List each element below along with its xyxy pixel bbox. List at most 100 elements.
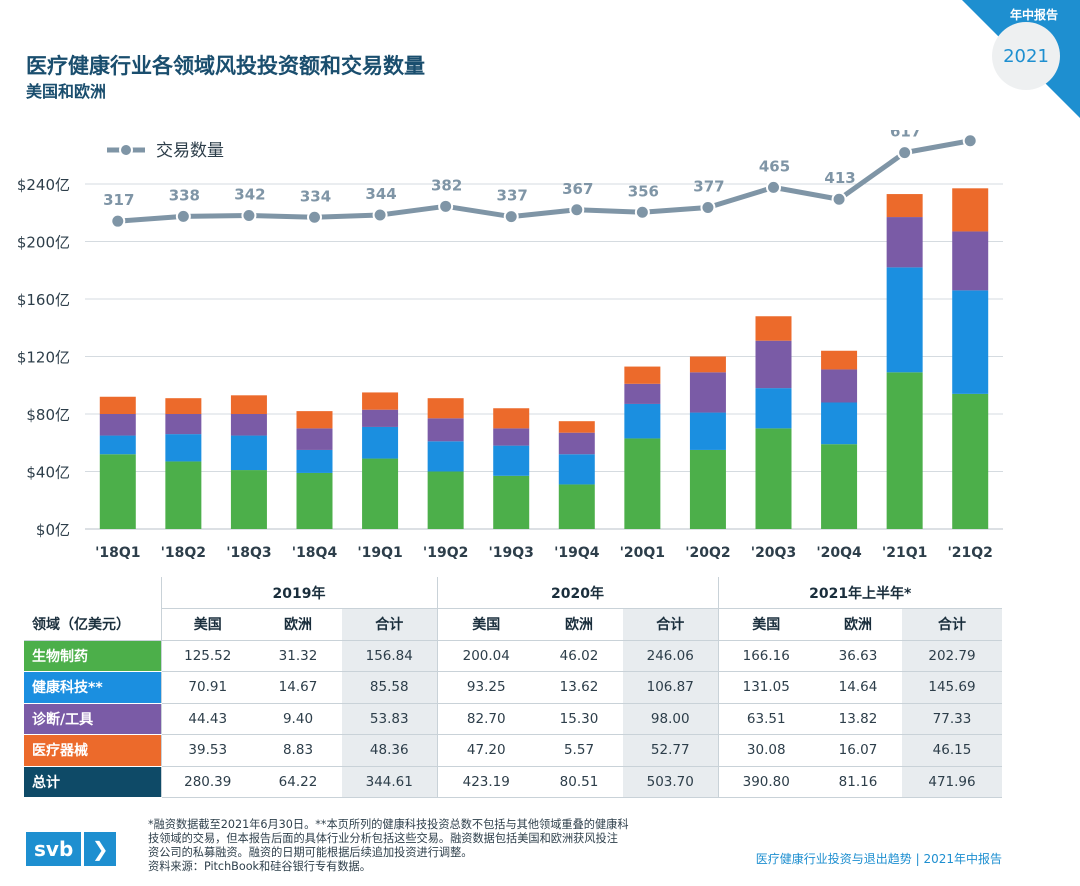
table-cell: 202.79	[902, 640, 1002, 672]
footnote-source: 资料来源：PitchBook和硅谷银行专有数据。	[148, 860, 371, 873]
table-row: 总计 280.39 64.22 344.61 423.19 80.51 503.70 390.…	[24, 766, 1002, 798]
table-cell: 36.63	[814, 640, 902, 672]
deal-count-point	[175, 208, 191, 224]
table-cell: 30.08	[717, 734, 814, 767]
bar-segment	[821, 444, 858, 529]
table-cell: 31.32	[254, 640, 342, 672]
x-tick-label: '18Q3	[226, 545, 271, 561]
bar-segment	[362, 392, 399, 410]
deal-count-label: 344	[365, 185, 396, 203]
deal-count-point	[307, 209, 322, 225]
deal-count-label: 413	[824, 169, 855, 187]
table-cell: 44.43	[160, 703, 254, 735]
table-cell: 13.62	[535, 671, 623, 704]
table-cell: 390.80	[717, 766, 814, 798]
table-cell: 145.69	[902, 671, 1002, 704]
funding-table: 2019年 2020年 2021年上半年* 领域（亿美元） 美国 欧洲 合计 美…	[24, 577, 1002, 798]
table-cell: 93.25	[436, 671, 535, 704]
bar-segment	[165, 398, 202, 414]
svb-logo-text: svb	[26, 832, 82, 866]
x-tick-label: '20Q2	[685, 545, 730, 561]
table-subheader: 欧洲	[535, 608, 623, 641]
y-tick-label: $240亿	[17, 176, 70, 194]
bar-segment	[165, 461, 202, 529]
bar-segment	[886, 372, 923, 529]
x-tick-label: '21Q2	[948, 545, 993, 561]
bar-segment	[296, 411, 333, 429]
bar-segment	[362, 409, 399, 427]
table-cell: 77.33	[902, 703, 1002, 735]
table-cell: 98.00	[623, 703, 718, 735]
bar-segment	[165, 434, 202, 462]
table-cell: 166.16	[717, 640, 814, 672]
chevron-right-icon: ❯	[84, 832, 117, 866]
bar-segment	[755, 316, 792, 341]
bar-segment	[493, 445, 530, 476]
table-period-header: 2020年	[436, 577, 718, 609]
deal-count-point	[634, 204, 650, 220]
table-period-header: 2019年	[160, 577, 437, 609]
table-row: 诊断/工具 44.43 9.40 53.83 82.70 15.30 98.00 63.51 1…	[24, 703, 1002, 735]
table-row-label: 总计	[24, 766, 161, 798]
footnote: *融资数据截至2021年6月30日。**本页所列的健康科技投资总数不包括与其他领…	[148, 818, 718, 874]
table-cell: 53.83	[342, 703, 437, 735]
table-row: 医疗器械 39.53 8.83 48.36 47.20 5.57 52.77 30.08 16.…	[24, 734, 1002, 767]
bar-segment	[558, 432, 595, 455]
deal-count-label: 382	[431, 176, 462, 194]
table-subheader: 美国	[436, 608, 535, 641]
deal-count-point	[766, 179, 781, 195]
x-tick-label: '19Q3	[489, 545, 534, 561]
table-subheader: 美国	[717, 608, 814, 641]
bar-segment	[230, 470, 267, 529]
page-subtitle: 美国和欧洲	[26, 82, 107, 101]
table-subheader: 欧洲	[814, 608, 902, 641]
bar-segment	[821, 369, 858, 403]
bar-segment	[99, 435, 136, 455]
deal-count-label: 337	[497, 187, 528, 205]
table-cell: 106.87	[623, 671, 718, 704]
y-tick-label: $200亿	[17, 234, 70, 252]
stacked-bar-line-chart: $0亿 $40亿 $80亿 $120亿 $160亿 $200亿 $240亿 '18Q1 '18Q…	[17, 130, 1003, 561]
table-cell: 46.02	[535, 640, 623, 672]
bar-segment	[427, 418, 464, 442]
table-row-label: 诊断/工具	[24, 703, 161, 735]
bar-segment	[165, 414, 202, 435]
table-cell: 81.16	[814, 766, 902, 798]
table-cell: 503.70	[623, 766, 718, 798]
bar-segment	[886, 217, 923, 268]
bar-segment	[427, 471, 464, 529]
bar-segment	[624, 383, 661, 404]
bar-segment	[886, 267, 923, 373]
bar-segment	[427, 441, 464, 472]
table-cell: 344.61	[342, 766, 437, 798]
x-tick-label: '21Q1	[882, 545, 927, 561]
deal-count-label: 377	[693, 177, 724, 195]
x-tick-label: '19Q2	[423, 545, 468, 561]
table-row-label: 生物制药	[24, 640, 161, 672]
deal-count-label: 617	[890, 130, 921, 141]
bar-segment	[624, 366, 661, 384]
table-cell: 125.52	[160, 640, 254, 672]
bar-segment	[362, 426, 399, 459]
table-cell: 39.53	[160, 734, 254, 767]
table-cell: 156.84	[342, 640, 437, 672]
table-cell: 80.51	[535, 766, 623, 798]
corner-label: 年中报告	[1009, 8, 1058, 22]
y-tick-label: $80亿	[26, 406, 70, 424]
x-tick-label: '19Q1	[357, 545, 402, 561]
table-cell: 70.91	[160, 671, 254, 704]
bar-segment	[296, 428, 333, 450]
bar-segment	[493, 428, 530, 446]
deal-count-point	[569, 202, 585, 218]
table-row-label: 医疗器械	[24, 734, 161, 767]
page-title: 医疗健康行业各领域风投投资额和交易数量	[26, 54, 425, 78]
bar-segment	[99, 414, 136, 436]
table-period-header-row: 2019年 2020年 2021年上半年*	[24, 577, 1002, 609]
bar-segment	[427, 398, 464, 419]
table-cell: 8.83	[254, 734, 342, 767]
bar-segment	[952, 290, 989, 394]
bar-segment	[230, 395, 267, 414]
deal-count-label: 356	[628, 182, 659, 200]
table-row: 健康科技** 70.91 14.67 85.58 93.25 13.62 106.87 131…	[24, 671, 1002, 704]
table-row: 生物制药 125.52 31.32 156.84 200.04 46.02 246.06 16…	[24, 640, 1002, 672]
